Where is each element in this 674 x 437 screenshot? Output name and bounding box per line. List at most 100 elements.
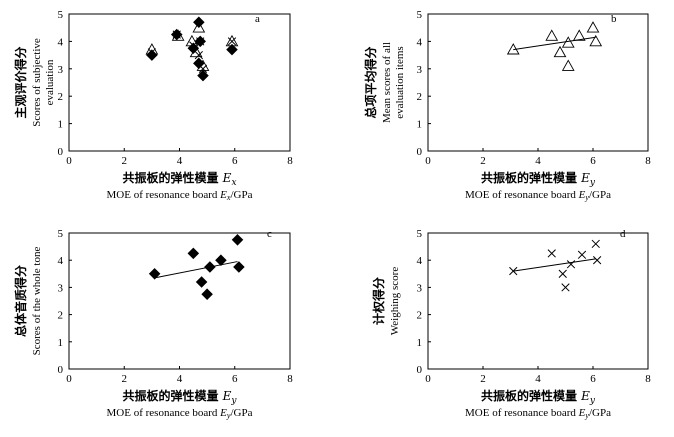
x-tick-label: 2	[122, 155, 128, 167]
data-point-cross	[509, 266, 518, 276]
x-axis-label-cn: 共振板的弹性模量 Ey	[481, 388, 596, 406]
x-tick-label: 6	[232, 155, 238, 167]
x-tick-label: 0	[66, 373, 72, 385]
data-point-cross	[227, 37, 237, 46]
data-point-triangle	[192, 21, 206, 33]
data-point-triangle	[189, 45, 203, 58]
data-point-triangle	[572, 29, 586, 41]
x-tick-label: 8	[645, 373, 651, 385]
x-tick-label: 8	[645, 155, 651, 167]
y-tick-label: 4	[58, 255, 64, 267]
data-point-diamond	[201, 288, 213, 300]
x-tick-label: 8	[287, 373, 293, 385]
data-point-cross	[194, 50, 203, 60]
data-point-cross	[577, 250, 587, 259]
y-axis-label-en: evaluation items	[394, 46, 406, 118]
y-tick-label: 1	[417, 337, 423, 349]
y-axis-label-en: evaluation	[44, 59, 56, 105]
y-tick-label: 1	[58, 337, 64, 349]
y-tick-label: 0	[58, 146, 64, 158]
data-point-triangle	[506, 43, 520, 55]
y-tick-label: 3	[417, 282, 423, 294]
data-point-triangle	[185, 34, 199, 47]
data-point-cross	[547, 249, 556, 258]
data-point-diamond	[233, 261, 245, 273]
data-point-triangle	[586, 21, 600, 33]
data-point-diamond	[148, 268, 161, 280]
data-point-diamond	[187, 42, 200, 55]
y-tick-label: 5	[58, 9, 64, 21]
x-tick-label: 6	[590, 155, 596, 167]
y-axis-label-cn: 计权得分	[371, 277, 386, 325]
plot-frame	[427, 232, 649, 370]
x-tick-label: 4	[177, 155, 183, 167]
y-tick-label: 3	[58, 282, 64, 294]
panel-letter: a	[255, 13, 260, 25]
x-tick-label: 4	[535, 373, 541, 385]
data-point-cross	[561, 283, 570, 292]
y-axis-label-cn: 总项平均得分	[363, 46, 378, 118]
trend-line	[513, 258, 596, 272]
y-tick-label: 0	[58, 364, 64, 376]
data-point-triangle	[561, 36, 575, 48]
plot-frame	[68, 232, 291, 370]
x-axis-label-cn: 共振板的弹性模量 Ex	[122, 170, 236, 188]
y-tick-label: 3	[417, 64, 423, 76]
y-tick-label: 0	[417, 146, 423, 158]
y-tick-label: 3	[58, 64, 64, 76]
y-tick-label: 1	[58, 119, 64, 131]
y-tick-label: 5	[58, 228, 64, 240]
data-point-cross	[591, 239, 600, 249]
y-axis-label-cn: 主观评价得分	[13, 46, 28, 118]
y-axis-label-en: Mean scores of all	[381, 42, 393, 123]
y-tick-label: 4	[417, 36, 423, 48]
data-point-cross	[196, 37, 205, 46]
y-axis-label-en: Weighing score	[389, 267, 401, 336]
data-point-diamond	[231, 234, 244, 246]
y-tick-label: 5	[417, 9, 423, 21]
data-point-cross	[172, 30, 181, 39]
y-tick-label: 0	[417, 364, 423, 376]
data-point-diamond	[215, 254, 227, 266]
panel-letter: c	[267, 228, 272, 240]
data-point-diamond	[226, 43, 238, 56]
x-tick-label: 2	[480, 373, 486, 385]
x-tick-label: 2	[480, 155, 486, 167]
panel-letter: b	[611, 13, 617, 25]
trend-line	[154, 261, 238, 279]
data-point-diamond	[197, 69, 209, 82]
data-point-diamond	[195, 276, 208, 288]
y-tick-label: 4	[417, 255, 423, 267]
data-point-diamond	[146, 49, 158, 61]
y-tick-label: 1	[417, 119, 423, 131]
data-point-cross	[558, 269, 567, 278]
data-point-triangle	[589, 34, 603, 47]
x-tick-label: 4	[177, 373, 183, 385]
y-tick-label: 2	[417, 310, 423, 322]
data-point-triangle	[225, 34, 239, 47]
y-tick-label: 2	[58, 91, 64, 103]
panel-letter: d	[620, 228, 626, 240]
x-axis-label-en: MOE of resonance board Ex/GPa	[107, 189, 253, 202]
x-tick-label: 6	[590, 373, 596, 385]
data-point-triangle	[545, 29, 559, 41]
y-axis-label-en: Scores of subjective	[31, 38, 43, 127]
x-axis-label-en: MOE of resonance board Ey/GPa	[465, 189, 611, 202]
y-axis-label-en: Scores of the whole tone	[31, 247, 43, 356]
x-axis-label-en: MOE of resonance board Ey/GPa	[465, 407, 611, 420]
data-point-diamond	[204, 261, 216, 273]
data-point-diamond	[187, 247, 200, 260]
x-tick-label: 2	[122, 373, 128, 385]
y-axis-label-cn: 总体音质得分	[13, 265, 28, 337]
trend-line	[513, 36, 596, 51]
data-point-cross	[189, 41, 198, 50]
x-axis-label-cn: 共振板的弹性模量 Ey	[481, 170, 596, 188]
x-axis-label-cn: 共振板的弹性模量 Ey	[122, 388, 237, 406]
y-tick-label: 5	[417, 228, 423, 240]
x-axis-label-en: MOE of resonance board Ey/GPa	[107, 407, 253, 420]
data-point-triangle	[561, 59, 575, 71]
x-tick-label: 0	[425, 373, 431, 385]
